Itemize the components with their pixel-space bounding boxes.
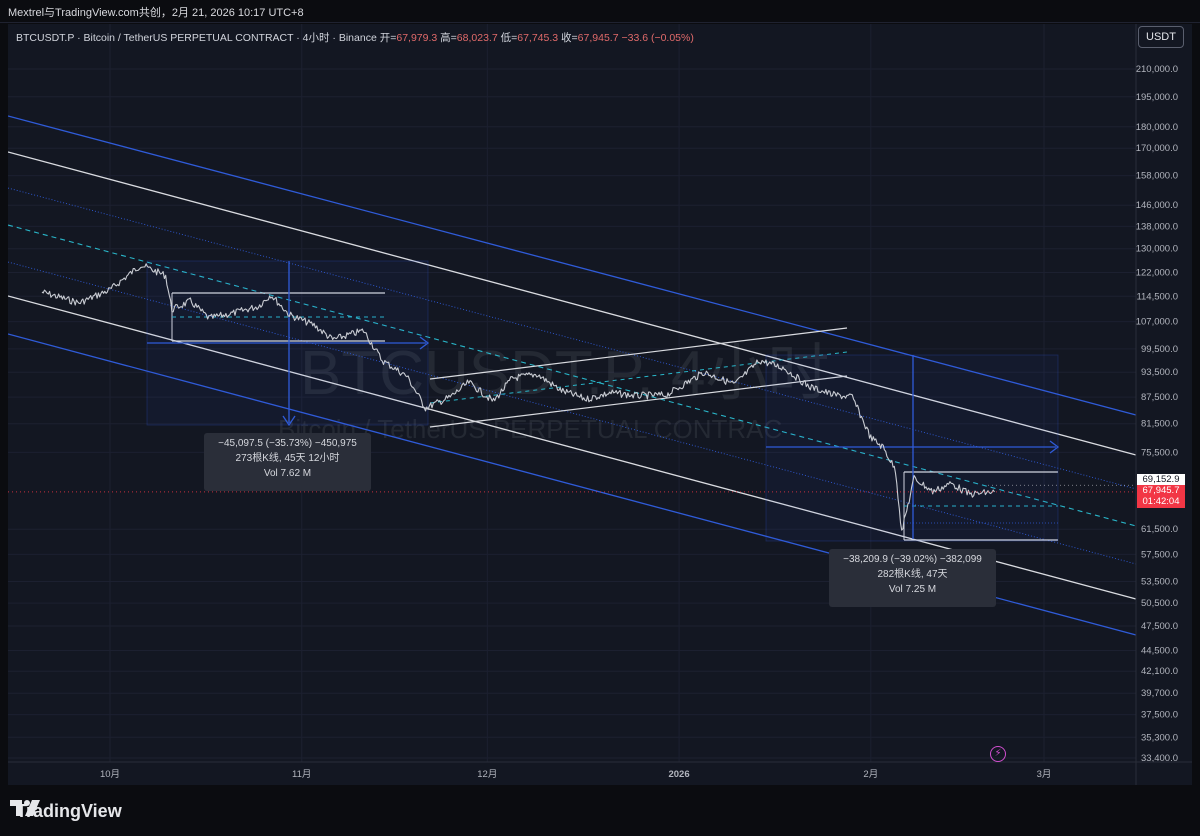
measure-2-change: −38,209.9 (−39.02%) −382,099 xyxy=(843,554,982,565)
price-tick-label: 195,000.0 xyxy=(1136,92,1178,103)
price-tick-label: 75,500.0 xyxy=(1141,447,1178,458)
high-label: 高= xyxy=(440,32,457,44)
time-tick-label: 10月 xyxy=(100,769,120,780)
channel-lower-white xyxy=(8,295,1137,600)
open-value: 67,979.3 xyxy=(396,32,438,44)
price-axis[interactable]: 210,000.0 195,000.0 180,000.0 170,000.0 158,… xyxy=(1136,64,1178,764)
measure-arrow-down-1 xyxy=(282,415,296,427)
price-tick-label: 44,500.0 xyxy=(1141,645,1178,656)
price-tick-label: 47,500.0 xyxy=(1141,621,1178,632)
price-tick-label: 99,500.0 xyxy=(1141,344,1178,355)
time-axis[interactable]: 10月 11月 12月 2026 2月 3月 xyxy=(100,769,1051,780)
measure-box-2: −38,209.9 (−39.02%) −382,099 282根K线, 47天… xyxy=(829,549,996,607)
price-tick-label: 122,000.0 xyxy=(1136,268,1178,279)
time-tick-label: 2月 xyxy=(863,769,878,780)
low-value: 67,745.3 xyxy=(517,32,559,44)
tradingview-logo[interactable]: TradingView xyxy=(10,800,122,822)
price-tick-label: 57,500.0 xyxy=(1141,549,1178,560)
price-tick-label: 170,000.0 xyxy=(1136,143,1178,154)
measure-2-volume: Vol 7.25 M xyxy=(888,584,937,595)
price-tick-label: 87,500.0 xyxy=(1141,392,1178,403)
high-value: 68,023.7 xyxy=(456,32,498,44)
time-tick-label: 12月 xyxy=(477,769,497,780)
price-tick-label: 114,500.0 xyxy=(1136,291,1178,302)
last-price-tag: 67,945.7 xyxy=(1137,485,1185,497)
channel-upper-blue xyxy=(8,115,1137,416)
price-tick-label: 37,500.0 xyxy=(1141,710,1178,721)
close-value: 67,945.7 xyxy=(577,32,619,44)
tradingview-logo-icon xyxy=(10,800,40,816)
price-tick-label: 93,500.0 xyxy=(1141,367,1178,378)
level-price-tag: 69,152.9 xyxy=(1137,474,1185,486)
price-tick-label: 180,000.0 xyxy=(1136,122,1178,133)
price-tick-label: 39,700.0 xyxy=(1141,688,1178,699)
price-tick-label: 138,000.0 xyxy=(1136,221,1178,232)
measure-1-volume: Vol 7.62 M xyxy=(263,468,312,479)
price-chart[interactable]: BTCUSDT.P, 4小时 Bitcoin / TetherUS PERPET… xyxy=(8,24,1192,785)
price-tick-label: 42,100.0 xyxy=(1141,666,1178,677)
symbol-legend[interactable]: BTCUSDT.P · Bitcoin / TetherUS PERPETUAL… xyxy=(16,30,694,45)
channel-midline xyxy=(8,224,1137,527)
price-tick-label: 107,000.0 xyxy=(1136,317,1178,328)
measure-1-change: −45,097.5 (−35.73%) −450,975 xyxy=(218,438,357,449)
price-tick-label: 81,500.0 xyxy=(1141,419,1178,430)
time-tick-label: 2026 xyxy=(668,769,689,780)
currency-button[interactable]: USDT xyxy=(1138,26,1184,48)
price-tick-label: 210,000.0 xyxy=(1136,64,1178,75)
top-bar: Mextrel与TradingView.com共创，2月 21, 2026 10… xyxy=(0,0,1200,23)
close-label: 收= xyxy=(561,32,578,44)
brand-name: TradingView xyxy=(16,800,122,821)
channel-dotted-upper xyxy=(8,187,1137,490)
price-tick-label: 61,500.0 xyxy=(1141,524,1178,535)
open-label: 开= xyxy=(379,32,397,44)
drawing-tools[interactable] xyxy=(8,115,1137,636)
measure-arrow-right-2 xyxy=(1049,440,1060,454)
lightning-icon[interactable]: ⚡ xyxy=(990,746,1006,762)
price-tick-label: 130,000.0 xyxy=(1136,244,1178,255)
price-tick-label: 158,000.0 xyxy=(1136,171,1178,182)
footer: TradingView xyxy=(0,786,1200,836)
measure-box-1: −45,097.5 (−35.73%) −450,975 273根K线, 45天… xyxy=(204,433,371,491)
measure-arrow-right-1 xyxy=(419,336,430,350)
time-tick-label: 11月 xyxy=(292,769,311,780)
rising-channel-upper xyxy=(429,327,848,380)
price-tick-label: 50,500.0 xyxy=(1141,598,1178,609)
snapshot-caption: Mextrel与TradingView.com共创，2月 21, 2026 10… xyxy=(8,7,304,19)
measure-1-bars: 273根K线, 45天 12小时 xyxy=(235,453,340,464)
price-line xyxy=(41,263,995,531)
rising-channel-midline xyxy=(429,351,848,404)
price-tick-label: 33,400.0 xyxy=(1141,753,1178,764)
rising-channel-lower xyxy=(429,375,848,428)
price-tick-label: 53,500.0 xyxy=(1141,576,1178,587)
time-tick-label: 3月 xyxy=(1037,769,1052,780)
channel-upper-white xyxy=(8,151,1137,456)
price-tick-label: 35,300.0 xyxy=(1141,732,1178,743)
bar-countdown: 01:42:04 xyxy=(1137,496,1185,508)
change-value: −33.6 (−0.05%) xyxy=(621,32,694,44)
measure-2-bars: 282根K线, 47天 xyxy=(877,569,948,580)
low-label: 低= xyxy=(500,32,518,44)
price-series-line xyxy=(41,263,995,531)
symbol-title[interactable]: BTCUSDT.P · Bitcoin / TetherUS PERPETUAL… xyxy=(16,32,377,44)
price-tick-label: 146,000.0 xyxy=(1136,200,1178,211)
chart-area[interactable]: BTCUSDT.P, 4小时 Bitcoin / TetherUS PERPET… xyxy=(8,24,1192,785)
date-price-range-box-2 xyxy=(765,354,1059,542)
